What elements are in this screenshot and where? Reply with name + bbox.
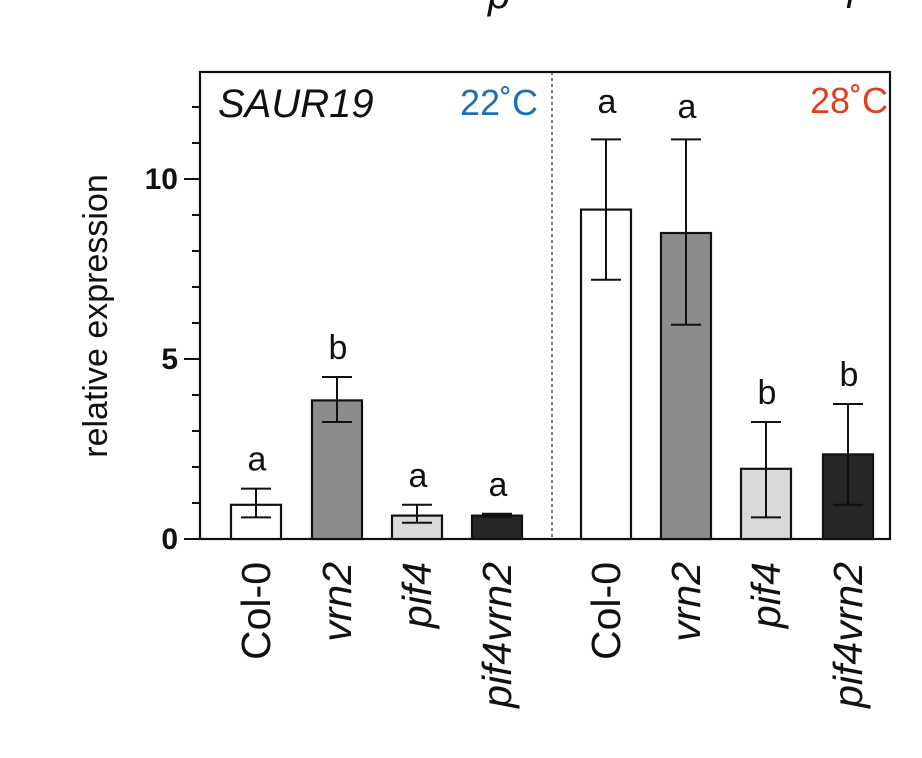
- significance-letters: a b a a a a b b: [248, 83, 859, 504]
- category-label: pif4vrn2: [474, 562, 520, 710]
- bar-22c-pif4vrn2: [470, 514, 524, 541]
- category-label: vrn2: [663, 562, 709, 642]
- plot-frame: [198, 70, 892, 541]
- gene-title: SAUR19: [218, 82, 374, 126]
- cropped-heading-fragment-left: p: [487, 0, 510, 17]
- category-label: vrn2: [314, 562, 360, 642]
- category-label: Col-0: [583, 562, 629, 660]
- cropped-heading-fragment-right: l: [846, 0, 856, 17]
- temperature-label-22c: 22˚C: [460, 82, 538, 123]
- y-tick-label: 0: [161, 523, 178, 556]
- significance-letter: a: [489, 466, 508, 504]
- axes: 0 5 10: [145, 70, 892, 556]
- y-tick-label: 5: [161, 343, 178, 376]
- significance-letter: b: [758, 374, 777, 412]
- significance-letter: b: [840, 356, 859, 394]
- significance-letter: a: [409, 457, 428, 495]
- category-label: pif4: [743, 562, 789, 630]
- y-tick-label: 10: [145, 163, 178, 196]
- significance-letter: a: [678, 88, 697, 126]
- category-label: Col-0: [233, 562, 279, 660]
- significance-letter: a: [248, 441, 267, 479]
- significance-letter: a: [598, 83, 617, 121]
- significance-letter: b: [329, 329, 348, 367]
- error-bars: [241, 138, 863, 524]
- temperature-label-28c: 28˚C: [810, 80, 888, 121]
- category-label: pif4: [394, 562, 440, 630]
- category-labels: Col-0 vrn2 pif4 pif4vrn2 Col-0 vrn2 pif4 pif4vr…: [233, 562, 871, 710]
- y-axis-label: relative expression: [77, 174, 115, 457]
- category-label: pif4vrn2: [825, 562, 871, 710]
